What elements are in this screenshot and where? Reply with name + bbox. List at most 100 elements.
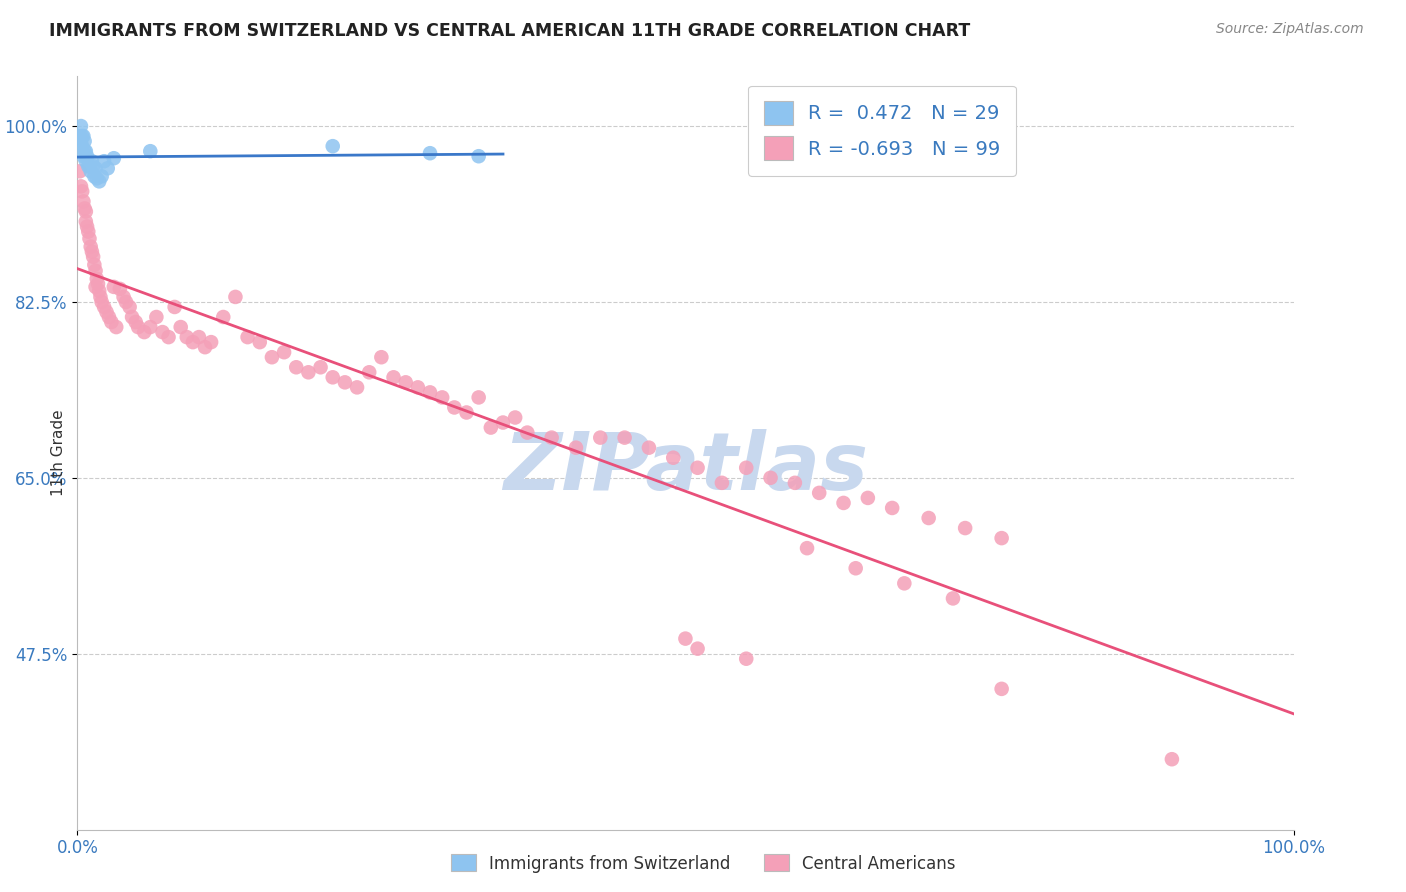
Point bbox=[72, 129, 94, 144]
Point bbox=[516, 425, 538, 440]
Point bbox=[80, 154, 103, 169]
Point bbox=[990, 681, 1012, 696]
Point bbox=[70, 129, 93, 144]
Point bbox=[893, 576, 915, 591]
Point bbox=[108, 282, 131, 296]
Point bbox=[808, 486, 831, 500]
Point bbox=[322, 370, 344, 384]
Point bbox=[103, 151, 125, 165]
Point bbox=[75, 154, 97, 169]
Point bbox=[93, 154, 115, 169]
Point bbox=[990, 531, 1012, 545]
Y-axis label: 11th Grade: 11th Grade bbox=[51, 409, 66, 496]
Point bbox=[76, 149, 98, 163]
Point bbox=[69, 129, 91, 144]
Point bbox=[87, 277, 110, 291]
Point bbox=[333, 376, 356, 390]
Point bbox=[84, 264, 107, 278]
Point bbox=[83, 169, 105, 184]
Point bbox=[406, 380, 429, 394]
Point bbox=[322, 139, 344, 153]
Point bbox=[419, 385, 441, 400]
Point bbox=[73, 144, 96, 159]
Point bbox=[75, 144, 97, 159]
Point bbox=[503, 410, 526, 425]
Point bbox=[93, 300, 115, 314]
Point bbox=[832, 496, 855, 510]
Point bbox=[80, 164, 103, 178]
Point bbox=[115, 294, 138, 310]
Point bbox=[382, 370, 405, 384]
Point bbox=[845, 561, 868, 575]
Point bbox=[370, 350, 392, 364]
Point bbox=[285, 360, 308, 375]
Point bbox=[86, 171, 108, 186]
Point bbox=[249, 335, 271, 350]
Point bbox=[145, 310, 167, 324]
Point bbox=[735, 460, 758, 475]
Point bbox=[638, 441, 661, 455]
Point bbox=[194, 340, 217, 354]
Point bbox=[90, 294, 112, 310]
Point bbox=[84, 280, 107, 294]
Point bbox=[89, 290, 111, 304]
Point bbox=[309, 360, 332, 375]
Point bbox=[346, 380, 368, 394]
Point bbox=[783, 475, 806, 490]
Point bbox=[105, 320, 128, 334]
Point bbox=[83, 258, 105, 272]
Point bbox=[79, 232, 101, 246]
Point bbox=[176, 330, 198, 344]
Point bbox=[118, 300, 141, 314]
Point bbox=[200, 335, 222, 350]
Point bbox=[77, 225, 100, 239]
Point bbox=[127, 320, 149, 334]
Point bbox=[419, 146, 441, 161]
Point bbox=[686, 641, 709, 656]
Point bbox=[79, 159, 101, 173]
Point bbox=[686, 460, 709, 475]
Point bbox=[80, 240, 103, 254]
Point bbox=[273, 345, 295, 359]
Point bbox=[80, 244, 103, 259]
Point bbox=[212, 310, 235, 324]
Point bbox=[170, 320, 193, 334]
Point bbox=[467, 391, 489, 405]
Point bbox=[125, 315, 148, 329]
Point bbox=[73, 134, 96, 148]
Point bbox=[540, 431, 562, 445]
Point bbox=[613, 431, 636, 445]
Point bbox=[188, 330, 211, 344]
Point bbox=[565, 441, 588, 455]
Point bbox=[97, 161, 120, 176]
Point bbox=[96, 305, 118, 319]
Point bbox=[139, 144, 162, 159]
Point bbox=[112, 290, 135, 304]
Point bbox=[675, 632, 697, 646]
Point bbox=[710, 475, 733, 490]
Point bbox=[882, 500, 904, 515]
Point bbox=[157, 330, 180, 344]
Point bbox=[443, 401, 465, 415]
Point bbox=[492, 416, 515, 430]
Point bbox=[181, 335, 204, 350]
Point bbox=[97, 310, 120, 324]
Point bbox=[103, 280, 125, 294]
Point bbox=[139, 320, 162, 334]
Point bbox=[430, 391, 453, 405]
Point bbox=[70, 179, 93, 194]
Point bbox=[70, 185, 93, 199]
Point bbox=[75, 204, 97, 219]
Point bbox=[163, 300, 186, 314]
Point bbox=[100, 315, 122, 329]
Point bbox=[89, 284, 111, 298]
Point bbox=[759, 471, 782, 485]
Point bbox=[589, 431, 612, 445]
Point bbox=[69, 164, 91, 178]
Point bbox=[70, 119, 93, 133]
Point bbox=[224, 290, 246, 304]
Point bbox=[121, 310, 143, 324]
Point bbox=[918, 511, 941, 525]
Legend: R =  0.472   N = 29, R = -0.693   N = 99: R = 0.472 N = 29, R = -0.693 N = 99 bbox=[748, 86, 1017, 176]
Point bbox=[77, 159, 100, 173]
